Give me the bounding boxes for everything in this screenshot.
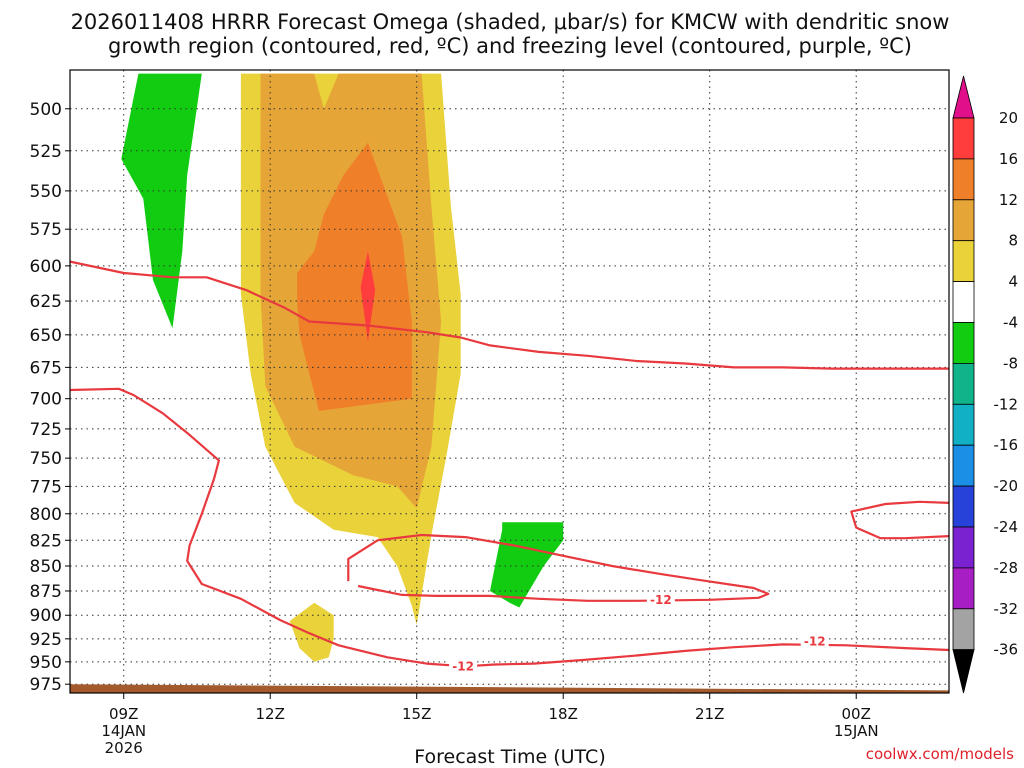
terrain-layer [70,684,949,693]
y-tick-label-525: 525 [30,142,62,162]
contour-label-bg-0 [646,591,675,607]
omega-red [360,251,376,342]
colorbar: 20 16 12 8 4 -4 -8 -12 -16 -20 -24 -28 -32 -36 [952,75,1019,694]
y-tick-label-650: 650 [30,326,62,346]
y-tick-label-600: 600 [30,257,62,277]
x-tick-date-00Z: 15JAN [834,722,879,740]
colorbar-label-5: -4 [1003,314,1018,332]
x-tick-date-09Z: 14JAN [101,722,146,740]
colorbar-swatch-11 [952,567,975,610]
y-tick-label-725: 725 [30,420,62,440]
colorbar-bottom-arrow [952,649,975,694]
colorbar-label-4: 4 [1008,273,1018,291]
plot-frame [69,69,950,694]
x-tick-label-21Z: 21Z [695,705,724,723]
y-tick-label-825: 825 [30,531,62,551]
colorbar-label-10: -24 [994,518,1019,536]
y-tick-label-875: 875 [30,582,62,602]
colorbar-swatch-12 [952,608,975,651]
y-tick-label-625: 625 [30,292,62,312]
contour-dgz-right [850,500,949,540]
contour-label-1: -12 [804,635,826,649]
omega-orange [297,142,412,411]
colorbar-label-3: 8 [1008,232,1018,250]
colorbar-swatch-7 [952,403,975,446]
contour-label-layer: -12 -12 -12 [449,591,829,674]
colorbar-label-12: -32 [994,600,1019,618]
x-axis-title: Forecast Time (UTC) [414,746,605,768]
contour-dgz-lower [70,387,949,668]
contour-label-0: -12 [650,593,672,607]
colorbar-label-6: -8 [1003,354,1018,372]
y-tick-label-700: 700 [30,390,62,410]
chart-title-line-1: 2026011408 HRRR Forecast Omega (shaded, … [71,10,950,34]
omega-green-lower [490,522,564,608]
colorbar-swatch-2 [952,199,975,242]
colorbar-swatch-6 [952,362,975,405]
contour-dgz-upper [70,260,949,370]
y-tick-label-675: 675 [30,358,62,378]
colorbar-top-arrow [952,75,975,119]
terrain-band [70,684,949,693]
colorbar-swatch-8 [952,444,975,487]
x-tick-label-18Z: 18Z [549,705,578,723]
x-tick-label-12Z: 12Z [256,705,285,723]
colorbar-swatch-4 [952,281,975,323]
colorbar-swatch-1 [952,158,975,201]
colorbar-label-2: 12 [999,191,1018,209]
colorbar-label-8: -16 [994,436,1019,454]
y-tick-label-925: 925 [30,630,62,650]
colorbar-label-0: 20 [999,109,1018,127]
y-tick-label-575: 575 [30,220,62,240]
credit-link[interactable]: coolwx.com/models [866,745,1014,763]
x-tick-label-00Z: 00Z [842,705,871,723]
chart-title-line-2: growth region (contoured, red, ºC) and f… [108,34,912,58]
x-tick-year-09Z: 2026 [105,739,143,757]
y-tick-label-975: 975 [30,675,62,695]
y-tick-label-900: 900 [30,606,62,626]
y-tick-label-950: 950 [30,653,62,673]
colorbar-label-9: -20 [994,477,1019,495]
colorbar-label-1: 16 [999,150,1018,168]
colorbar-swatch-3 [952,240,975,282]
colorbar-label-11: -28 [994,559,1019,577]
colorbar-swatch-9 [952,485,975,528]
colorbar-swatch-5 [952,322,975,364]
y-tick-label-850: 850 [30,557,62,577]
x-tick-label-15Z: 15Z [402,705,431,723]
grid-layer [70,70,949,693]
contour-label-2: -12 [452,659,474,673]
y-tick-label-750: 750 [30,449,62,469]
contour-dgz-closed [347,533,770,602]
contour-label-bg-1 [800,633,829,649]
colorbar-swatch-10 [952,526,975,569]
dgz-contour-layer [70,260,949,668]
contour-label-bg-2 [449,658,478,674]
x-tick-label-09Z: 09Z [109,705,138,723]
colorbar-label-13: -36 [994,641,1019,659]
colorbar-swatch-0 [952,117,975,160]
omega-shading-layer [121,73,564,662]
y-tick-label-550: 550 [30,182,62,202]
colorbar-label-7: -12 [994,395,1019,413]
omega-yellow-small [289,602,334,662]
y-tick-label-500: 500 [30,100,62,120]
omega-green-upper [121,73,202,329]
y-tick-label-800: 800 [30,505,62,525]
y-tick-label-775: 775 [30,477,62,497]
pressure-axis: 500 525 550 575 600 625 650 675 700 725 750 775 800 8… [30,100,70,695]
